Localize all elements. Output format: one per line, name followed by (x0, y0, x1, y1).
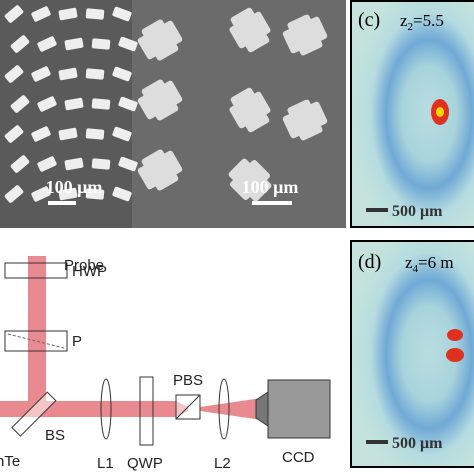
pillar (118, 156, 138, 172)
ccd (267, 379, 331, 439)
setup-label: HWP (72, 263, 107, 280)
pillar (91, 98, 111, 110)
scale-bar (366, 440, 388, 444)
setup-label: L1 (97, 455, 114, 472)
setup-label: QWP (127, 455, 163, 472)
scale-bar (366, 208, 388, 212)
pillar (85, 68, 105, 80)
pillar (4, 185, 24, 203)
setup-label: Probe (64, 257, 104, 274)
pillar (118, 36, 138, 52)
pillar (141, 79, 179, 121)
pbs-diagonal (175, 394, 201, 420)
pillar (287, 14, 323, 56)
pillar (85, 188, 105, 200)
scale-bar (48, 201, 76, 205)
z-value: =6 m (418, 253, 454, 272)
spot (447, 329, 463, 341)
pillar (229, 91, 271, 129)
scale-bar (252, 201, 292, 205)
pillar (287, 99, 323, 141)
pillar (112, 6, 132, 22)
pillar (31, 6, 51, 22)
pillar (31, 126, 51, 142)
pillar (37, 156, 57, 172)
pillar (91, 38, 111, 50)
pillar (91, 158, 111, 170)
pillar (31, 66, 51, 82)
pillar (31, 186, 51, 202)
pillar (118, 96, 138, 112)
sem-left-pillars (4, 5, 138, 203)
pillar (64, 157, 84, 171)
setup-label: PBS (173, 372, 203, 389)
z-index: 4 (413, 263, 419, 275)
pillar (141, 149, 179, 191)
qwp (139, 376, 154, 446)
beam-expand (200, 398, 262, 420)
scale-label: 100 μm (46, 177, 103, 197)
pillar (10, 35, 30, 53)
pillar (10, 155, 30, 173)
sem-right-pillars (137, 7, 328, 202)
panel-c (350, 0, 474, 228)
pillar (230, 160, 270, 200)
polarizer (4, 330, 68, 352)
scale-label: 500 μm (392, 203, 443, 220)
pillar (37, 36, 57, 52)
pillar (112, 186, 132, 202)
pillar (58, 7, 78, 21)
panel-label: (c) (358, 9, 380, 31)
beam-splitter (11, 391, 57, 437)
z-label: z2=5.5 (400, 11, 444, 33)
pillar (4, 5, 24, 23)
spot-core (436, 107, 444, 117)
pillar (4, 125, 24, 143)
probe-beam (28, 256, 46, 410)
pillar (112, 66, 132, 82)
spot (446, 348, 464, 362)
pillar (4, 65, 24, 83)
z: z (400, 11, 408, 30)
lens-l2 (218, 378, 230, 440)
pillar (141, 19, 179, 61)
setup-label: L2 (214, 455, 231, 472)
ccd-lens (255, 391, 269, 427)
z-index: 2 (408, 21, 414, 33)
pillar (85, 8, 105, 20)
scale-label: 500 μm (392, 435, 443, 452)
pillar (112, 126, 132, 142)
pillar (58, 67, 78, 81)
scale-label: 100 μm (242, 177, 299, 197)
pillar (229, 11, 271, 49)
pillar (37, 96, 57, 112)
pillar (85, 128, 105, 140)
z-value: =5.5 (413, 11, 444, 30)
lens-l1 (100, 378, 112, 440)
pillar (58, 187, 78, 201)
setup-label: BS (45, 427, 65, 444)
z-label: z4=6 m (405, 253, 454, 275)
z: z (405, 253, 413, 272)
hwp (4, 262, 68, 279)
pillar (64, 97, 84, 111)
pillar (10, 95, 30, 113)
pillar (64, 37, 84, 51)
setup-label: P (72, 333, 82, 350)
setup-label: nTe (0, 453, 20, 470)
setup-label: CCD (282, 449, 315, 466)
pillar (58, 127, 78, 141)
panel-label: (d) (358, 251, 381, 273)
